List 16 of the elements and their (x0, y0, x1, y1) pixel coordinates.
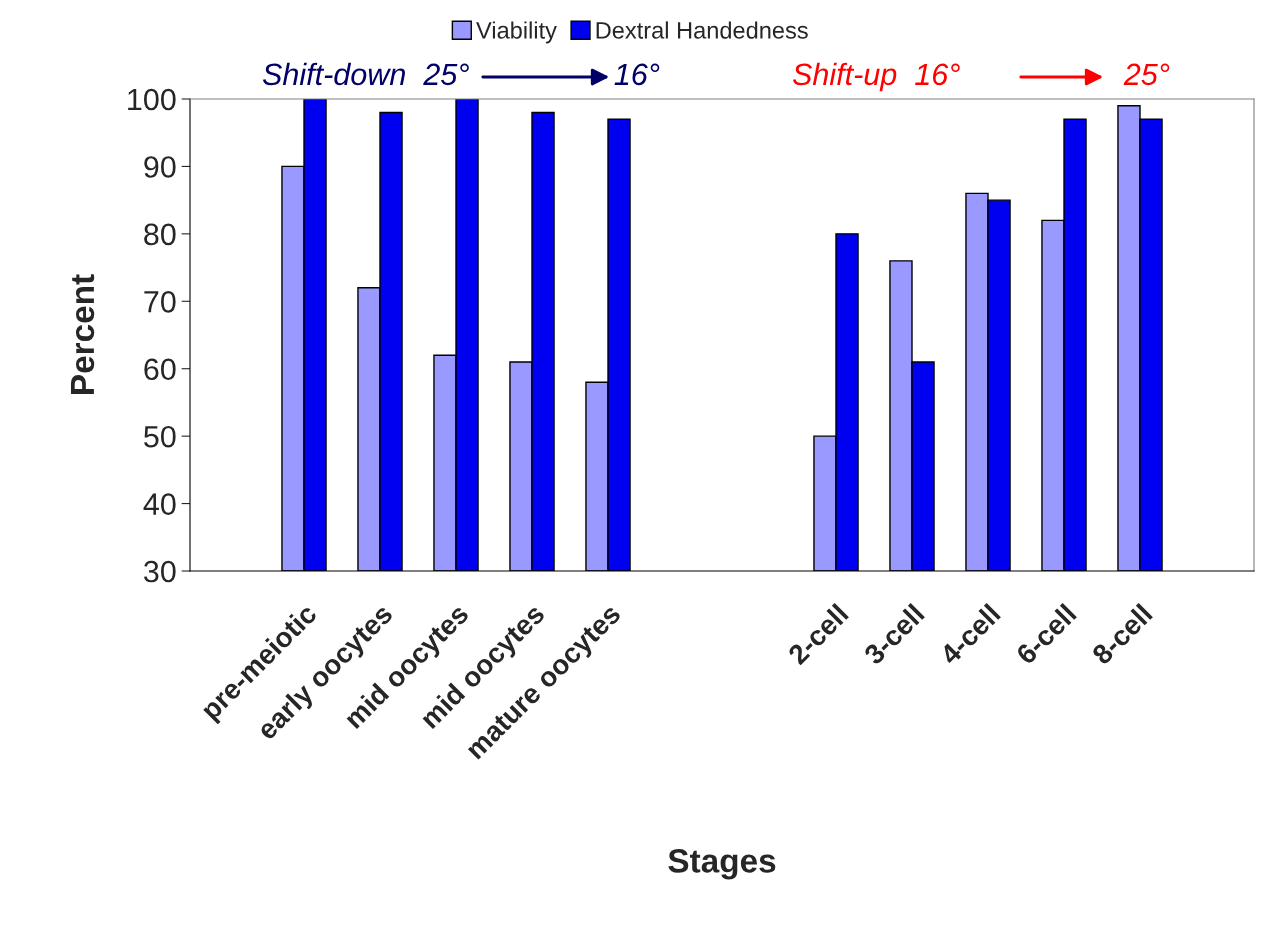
text: 16° (614, 63, 660, 86)
y-tick-label: 90 (144, 156, 176, 178)
y-tick-label: 100 (128, 88, 176, 111)
text: Shift-down 25° (262, 62, 469, 86)
text: 25° (1123, 63, 1170, 86)
y-tick-label: 70 (144, 291, 176, 313)
y-axis-title: Percent (70, 274, 95, 394)
y-tick-label: 50 (144, 425, 176, 448)
y-tick-label: 30 (143, 560, 176, 583)
x-axis-title: Stages (668, 849, 776, 880)
y-tick-label: 60 (144, 358, 176, 381)
text: Shift-up 16° (792, 62, 960, 92)
y-tick-label: 80 (144, 223, 176, 246)
legend-label: Dextral Handedness (596, 21, 808, 39)
y-tick-label: 40 (143, 493, 176, 515)
legend-label: Viability (476, 21, 557, 44)
